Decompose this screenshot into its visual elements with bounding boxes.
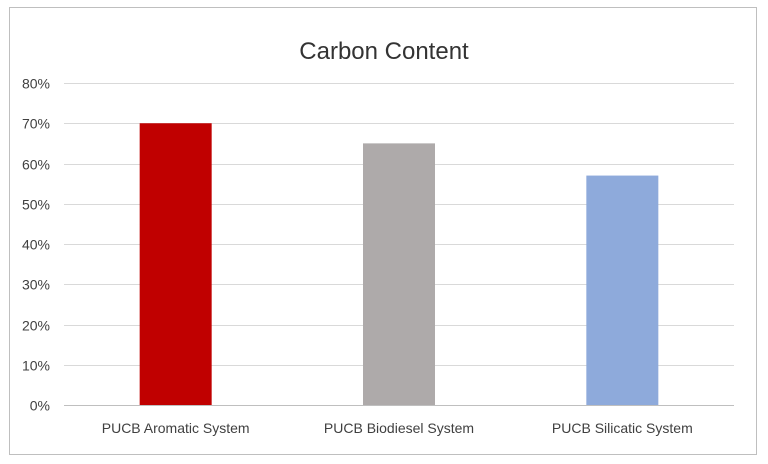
- y-tick-label: 30%: [22, 277, 50, 293]
- y-tick-label: 80%: [22, 76, 50, 92]
- y-tick-label: 70%: [22, 116, 50, 132]
- y-axis-tick-labels: 0% 10% 20% 30% 40% 50% 60% 70% 80%: [22, 76, 50, 414]
- x-axis-category-labels: PUCB Aromatic System PUCB Biodiesel Syste…: [102, 420, 693, 436]
- x-category-label: PUCB Biodiesel System: [324, 420, 474, 436]
- y-tick-label: 50%: [22, 197, 50, 213]
- bar: [363, 143, 435, 405]
- bar: [586, 175, 659, 405]
- bar: [139, 123, 212, 405]
- chart-title: Carbon Content: [299, 38, 469, 65]
- y-tick-label: 60%: [22, 157, 50, 173]
- y-tick-label: 40%: [22, 237, 50, 253]
- bars: [139, 123, 659, 405]
- y-tick-label: 10%: [22, 358, 50, 374]
- y-tick-label: 20%: [22, 318, 50, 334]
- y-tick-label: 0%: [30, 398, 50, 414]
- x-category-label: PUCB Silicatic System: [552, 420, 693, 436]
- x-category-label: PUCB Aromatic System: [102, 420, 250, 436]
